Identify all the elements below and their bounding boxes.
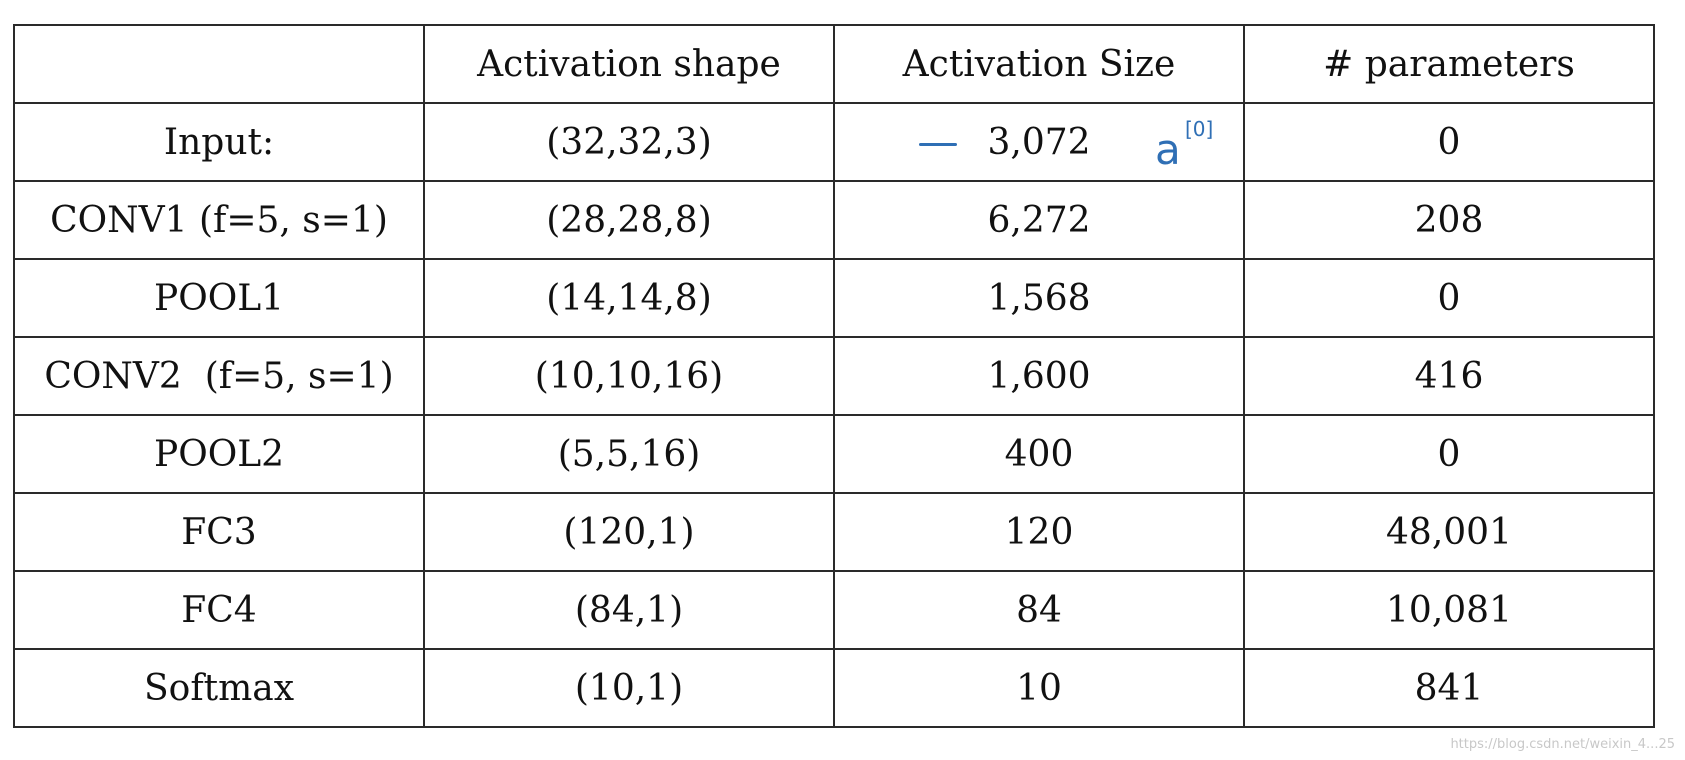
header-activation-size: Activation Size <box>833 24 1245 104</box>
activation-shape: (32,32,3) <box>423 102 835 182</box>
layer-name: FC4 <box>13 570 425 650</box>
activation-shape: (5,5,16) <box>423 414 835 494</box>
layer-name: Input: <box>13 102 425 182</box>
table-row: CONV1 (f=5, s=1) (28,28,8) 6,272 208 <box>13 180 1655 260</box>
table-header-row: Activation shape Activation Size # param… <box>13 24 1655 104</box>
activation-size: 10 <box>833 648 1245 728</box>
layer-name: FC3 <box>13 492 425 572</box>
handwritten-a0-annotation: a [0] <box>1155 117 1213 172</box>
parameter-count: 0 <box>1243 258 1655 338</box>
parameter-count: 48,001 <box>1243 492 1655 572</box>
table-row: CONV2 (f=5, s=1) (10,10,16) 1,600 416 <box>13 336 1655 416</box>
annotation-symbol: a <box>1155 125 1181 172</box>
table-row: POOL1 (14,14,8) 1,568 0 <box>13 258 1655 338</box>
layer-name: CONV1 (f=5, s=1) <box>13 180 425 260</box>
annotation-superscript: [0] <box>1185 117 1213 141</box>
activation-size: 1,568 <box>833 258 1245 338</box>
layer-name: POOL2 <box>13 414 425 494</box>
table-row: Softmax (10,1) 10 841 <box>13 648 1655 728</box>
activation-shape: (10,1) <box>423 648 835 728</box>
layer-name: Softmax <box>13 648 425 728</box>
header-layer <box>13 24 425 104</box>
activation-size: 120 <box>833 492 1245 572</box>
header-activation-shape: Activation shape <box>423 24 835 104</box>
handwritten-dash-mark <box>919 142 957 146</box>
parameter-count: 208 <box>1243 180 1655 260</box>
table-row: POOL2 (5,5,16) 400 0 <box>13 414 1655 494</box>
table-row: FC3 (120,1) 120 48,001 <box>13 492 1655 572</box>
cnn-layer-table: Activation shape Activation Size # param… <box>13 24 1655 728</box>
source-watermark: https://blog.csdn.net/weixin_4...25 <box>1450 737 1675 752</box>
activation-shape: (10,10,16) <box>423 336 835 416</box>
layer-name: CONV2 (f=5, s=1) <box>13 336 425 416</box>
parameter-count: 841 <box>1243 648 1655 728</box>
activation-shape: (14,14,8) <box>423 258 835 338</box>
layer-table-container: Activation shape Activation Size # param… <box>13 24 1655 728</box>
parameter-count: 10,081 <box>1243 570 1655 650</box>
layer-name: POOL1 <box>13 258 425 338</box>
activation-size: 6,272 <box>833 180 1245 260</box>
activation-shape: (120,1) <box>423 492 835 572</box>
header-parameters: # parameters <box>1243 24 1655 104</box>
parameter-count: 416 <box>1243 336 1655 416</box>
table-row: FC4 (84,1) 84 10,081 <box>13 570 1655 650</box>
activation-size: 400 <box>833 414 1245 494</box>
activation-shape: (28,28,8) <box>423 180 835 260</box>
activation-size: 1,600 <box>833 336 1245 416</box>
activation-size: 84 <box>833 570 1245 650</box>
parameter-count: 0 <box>1243 102 1655 182</box>
table-row: Input: (32,32,3) 3,072 a [0] 0 <box>13 102 1655 182</box>
activation-shape: (84,1) <box>423 570 835 650</box>
activation-size: 3,072 <box>987 121 1091 163</box>
activation-size-cell: 3,072 a [0] <box>833 102 1245 182</box>
parameter-count: 0 <box>1243 414 1655 494</box>
